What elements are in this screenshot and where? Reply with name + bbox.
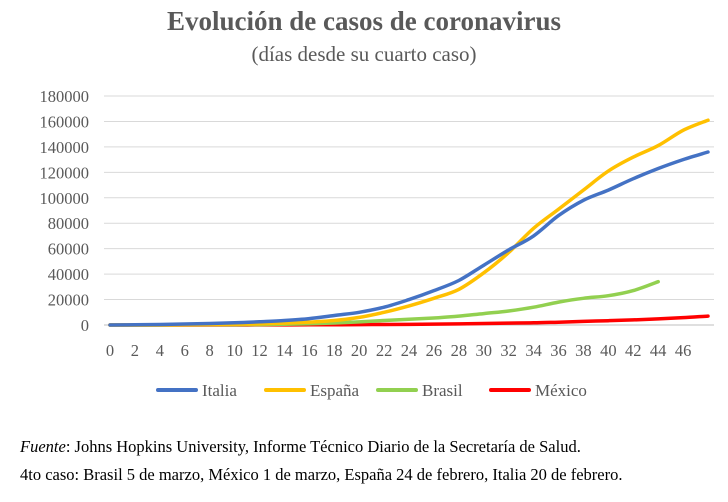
- line-chart: 0 20000 40000 60000 80000 100000 120000 140000 1…: [40, 87, 714, 400]
- y-tick-label: 20000: [48, 291, 89, 310]
- chart-title: Evolución de casos de coronavirus: [166, 6, 562, 36]
- y-axis-ticks: 0 20000 40000 60000 80000 100000 120000 140000 1…: [40, 87, 90, 335]
- y-tick-label: 0: [81, 316, 89, 335]
- legend: Italia España Brasil México: [156, 381, 587, 400]
- x-tick-label: 34: [525, 341, 542, 360]
- x-tick-label: 10: [226, 341, 243, 360]
- x-axis-ticks: 0 2 4 6 8 10 12 14 16 18 20 22 24 26 28 30 32 34 36 38 40 42 4…: [106, 341, 691, 360]
- x-tick-label: 32: [500, 341, 517, 360]
- x-tick-label: 18: [326, 341, 343, 360]
- x-tick-label: 2: [131, 341, 139, 360]
- x-tick-label: 16: [301, 341, 318, 360]
- x-tick-label: 38: [575, 341, 592, 360]
- x-tick-label: 14: [276, 341, 293, 360]
- x-tick-label: 26: [426, 341, 443, 360]
- x-tick-label: 46: [675, 341, 692, 360]
- legend-label: México: [535, 381, 587, 400]
- note-line: 4to caso: Brasil 5 de marzo, México 1 de…: [20, 465, 623, 484]
- legend-label: Brasil: [422, 381, 463, 400]
- grid-lines: [104, 95, 714, 326]
- x-tick-label: 4: [156, 341, 164, 360]
- y-tick-label: 180000: [40, 87, 90, 106]
- x-tick-label: 36: [550, 341, 567, 360]
- source-line: Fuente: Johns Hopkins University, Inform…: [20, 433, 725, 461]
- legend-label: Italia: [202, 381, 237, 400]
- x-tick-label: 24: [401, 341, 418, 360]
- x-tick-label: 0: [106, 341, 114, 360]
- x-tick-label: 6: [181, 341, 189, 360]
- footer: Fuente: Johns Hopkins University, Inform…: [20, 433, 725, 489]
- series-lines: [108, 118, 710, 327]
- x-tick-label: 28: [451, 341, 468, 360]
- legend-label: España: [310, 381, 360, 400]
- x-tick-label: 8: [206, 341, 214, 360]
- source-text: : Johns Hopkins University, Informe Técn…: [65, 437, 581, 456]
- x-tick-label: 12: [251, 341, 268, 360]
- y-tick-label: 60000: [48, 240, 89, 259]
- y-tick-label: 160000: [40, 112, 90, 131]
- y-tick-label: 100000: [40, 189, 90, 208]
- x-tick-label: 20: [351, 341, 368, 360]
- x-tick-label: 44: [650, 341, 667, 360]
- y-tick-label: 80000: [48, 214, 89, 233]
- x-tick-label: 22: [376, 341, 393, 360]
- y-tick-label: 40000: [48, 265, 89, 284]
- x-tick-label: 42: [625, 341, 642, 360]
- series-line-brasil: [108, 279, 660, 327]
- y-tick-label: 120000: [40, 163, 90, 182]
- source-label: Fuente: [20, 437, 66, 456]
- x-tick-label: 30: [476, 341, 493, 360]
- x-tick-label: 40: [600, 341, 617, 360]
- chart-subtitle: (días desde su cuarto caso): [251, 42, 477, 66]
- y-tick-label: 140000: [40, 138, 90, 157]
- series-line-italia: [108, 150, 710, 327]
